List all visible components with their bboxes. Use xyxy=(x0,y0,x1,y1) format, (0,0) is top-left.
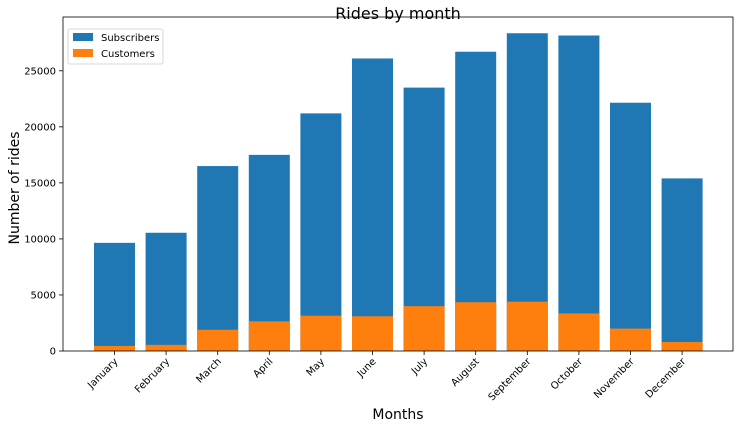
legend-label-customers: Customers xyxy=(101,49,155,60)
bar-customers-march xyxy=(197,329,239,351)
x-tick-label-february: February xyxy=(133,356,172,395)
bar-subscribers-april xyxy=(248,154,290,351)
bar-customers-april xyxy=(248,321,290,351)
y-axis-title: Number of rides xyxy=(7,131,23,244)
plot-frame xyxy=(62,16,734,352)
bar-subscribers-december xyxy=(661,178,703,351)
bar-customers-october xyxy=(558,313,600,351)
y-axis: 0 5000 10000 15000 20000 25000 xyxy=(24,66,63,358)
bar-customers-january xyxy=(94,345,135,351)
x-tick-label-september: September xyxy=(487,356,534,403)
bar-customers-july xyxy=(403,306,445,351)
x-tick-label-december: December xyxy=(644,356,689,401)
bar-customers-september xyxy=(506,301,548,351)
x-axis: January February March April May June July Augu… xyxy=(85,351,689,403)
legend: Subscribers Customers xyxy=(67,28,164,65)
y-tick-label: 20000 xyxy=(24,122,56,133)
bar-customers-december xyxy=(661,342,703,351)
x-tick-label-april: April xyxy=(251,356,275,380)
x-tick-label-june: June xyxy=(355,356,379,380)
bar-customers-february xyxy=(145,344,187,351)
legend-label-subscribers: Subscribers xyxy=(101,33,159,44)
y-tick-label: 25000 xyxy=(24,66,56,77)
x-tick-label-march: March xyxy=(194,356,223,385)
x-tick-label-january: January xyxy=(85,356,120,391)
bar-subscribers-february xyxy=(145,232,187,351)
x-tick-label-august: August xyxy=(449,356,482,389)
legend-swatch-customers xyxy=(73,49,93,57)
bar-customers-may xyxy=(300,315,342,351)
bar-customers-june xyxy=(352,316,393,351)
x-tick-label-july: July xyxy=(409,356,430,377)
y-tick-label: 10000 xyxy=(24,234,56,245)
bar-subscribers-june xyxy=(352,58,393,351)
x-axis-title: Months xyxy=(372,407,423,423)
legend-swatch-subscribers xyxy=(73,33,93,41)
y-tick-label: 5000 xyxy=(31,290,56,301)
bar-subscribers-november xyxy=(610,102,651,352)
chart-title: Rides by month xyxy=(335,4,461,23)
bar-customers-august xyxy=(455,302,497,351)
bar-subscribers-march xyxy=(197,166,239,351)
bars-layer xyxy=(94,33,703,352)
x-tick-label-may: May xyxy=(305,356,327,378)
bar-subscribers-may xyxy=(300,113,342,351)
bar-subscribers-october xyxy=(558,35,600,352)
x-tick-label-october: October xyxy=(549,356,586,393)
bar-subscribers-january xyxy=(94,242,135,351)
y-tick-label: 15000 xyxy=(24,178,56,189)
y-tick-label: 0 xyxy=(50,347,56,358)
bar-subscribers-september xyxy=(506,33,548,351)
bar-subscribers-august xyxy=(455,51,497,352)
x-tick-label-november: November xyxy=(592,356,637,401)
bar-customers-november xyxy=(610,328,651,351)
